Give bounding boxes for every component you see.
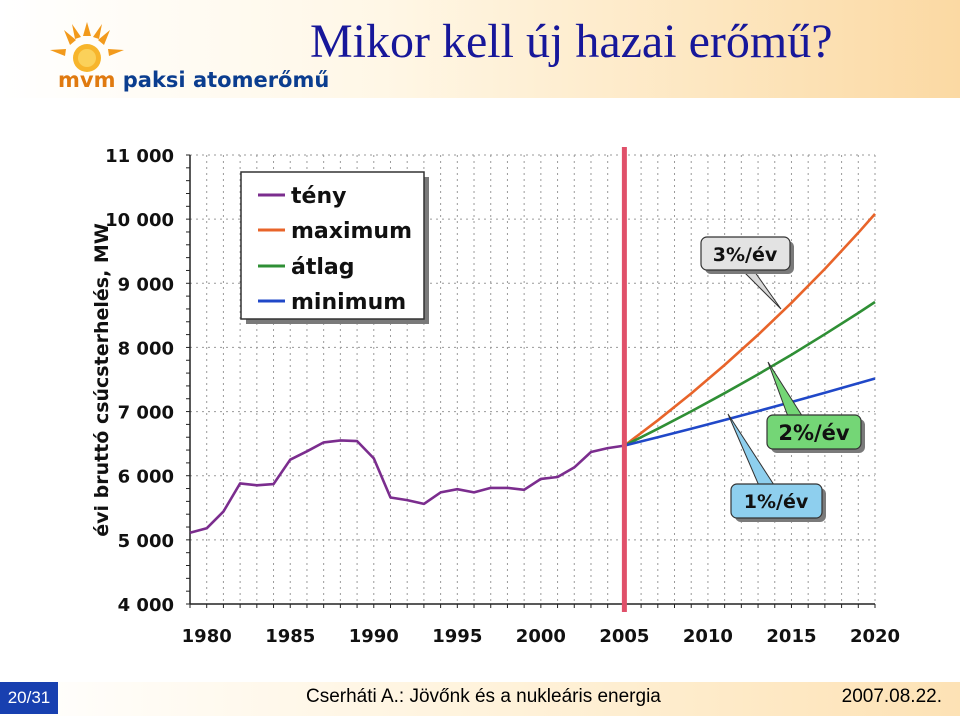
- chart-tick-labels: 4 000 5 000 6 000 7 000 8 000 9 000 10 000 11 0…: [105, 146, 900, 647]
- chart-series: [189, 213, 876, 535]
- legend-label-teny: tény: [291, 184, 346, 209]
- series-line-minimum: [624, 377, 876, 447]
- annotation-2pct: 2%/év: [766, 361, 865, 453]
- page-title: Mikor kell új hazai erőmű?: [310, 15, 833, 68]
- x-tick-label: 2005: [599, 626, 649, 647]
- series-line-tény: [189, 439, 625, 535]
- y-axis-label: évi bruttó csúcsterhelés, MW: [91, 223, 113, 537]
- page-number: 20/31: [0, 682, 58, 714]
- annotation-3pct-label: 3%/év: [713, 244, 778, 266]
- annotation-1pct-label: 1%/év: [744, 491, 809, 513]
- x-tick-label: 1995: [432, 626, 482, 647]
- y-tick-label: 9 000: [118, 274, 174, 295]
- header-band: mvm paksi atomerőmű Mikor kell új hazai …: [0, 0, 960, 98]
- y-tick-label: 8 000: [118, 338, 174, 359]
- y-tick-label: 10 000: [105, 210, 174, 231]
- logo: mvm paksi atomerőmű: [58, 68, 329, 92]
- series-line-maximum: [623, 213, 876, 447]
- y-tick-label: 5 000: [118, 531, 174, 552]
- x-tick-label: 2000: [516, 626, 566, 647]
- footer-author: Cserháti A.: Jövőnk és a nukleáris energ…: [306, 686, 661, 707]
- legend-label-atlag: átlag: [291, 255, 355, 280]
- legend-label-minimum: minimum: [291, 290, 406, 315]
- logo-prefix: mvm: [58, 68, 116, 92]
- x-tick-label: 2010: [683, 626, 733, 647]
- x-tick-label: 2020: [850, 626, 900, 647]
- chart-axes: [186, 154, 876, 608]
- x-tick-label: 2015: [766, 626, 816, 647]
- y-tick-label: 6 000: [118, 467, 174, 488]
- chart: 4 000 5 000 6 000 7 000 8 000 9 000 10 000 11 0…: [91, 146, 900, 647]
- sun-icon: [50, 22, 124, 72]
- footer-date: 2007.08.22.: [841, 686, 942, 707]
- x-tick-label: 1980: [182, 626, 232, 647]
- y-tick-label: 4 000: [118, 595, 174, 616]
- chart-legend: tény maximum átlag minimum: [240, 171, 429, 324]
- x-tick-label: 1985: [265, 626, 315, 647]
- legend-label-maximum: maximum: [291, 219, 412, 244]
- y-tick-label: 11 000: [105, 146, 174, 167]
- annotation-1pct: 1%/év: [727, 413, 826, 522]
- y-tick-label: 7 000: [118, 403, 174, 424]
- footer-bar: [0, 682, 960, 716]
- series-line-átlag: [623, 300, 876, 447]
- annotation-2pct-label: 2%/év: [778, 421, 850, 445]
- x-tick-label: 1990: [349, 626, 399, 647]
- annotation-3pct: 3%/év: [700, 236, 794, 310]
- logo-name: paksi atomerőmű: [122, 68, 330, 92]
